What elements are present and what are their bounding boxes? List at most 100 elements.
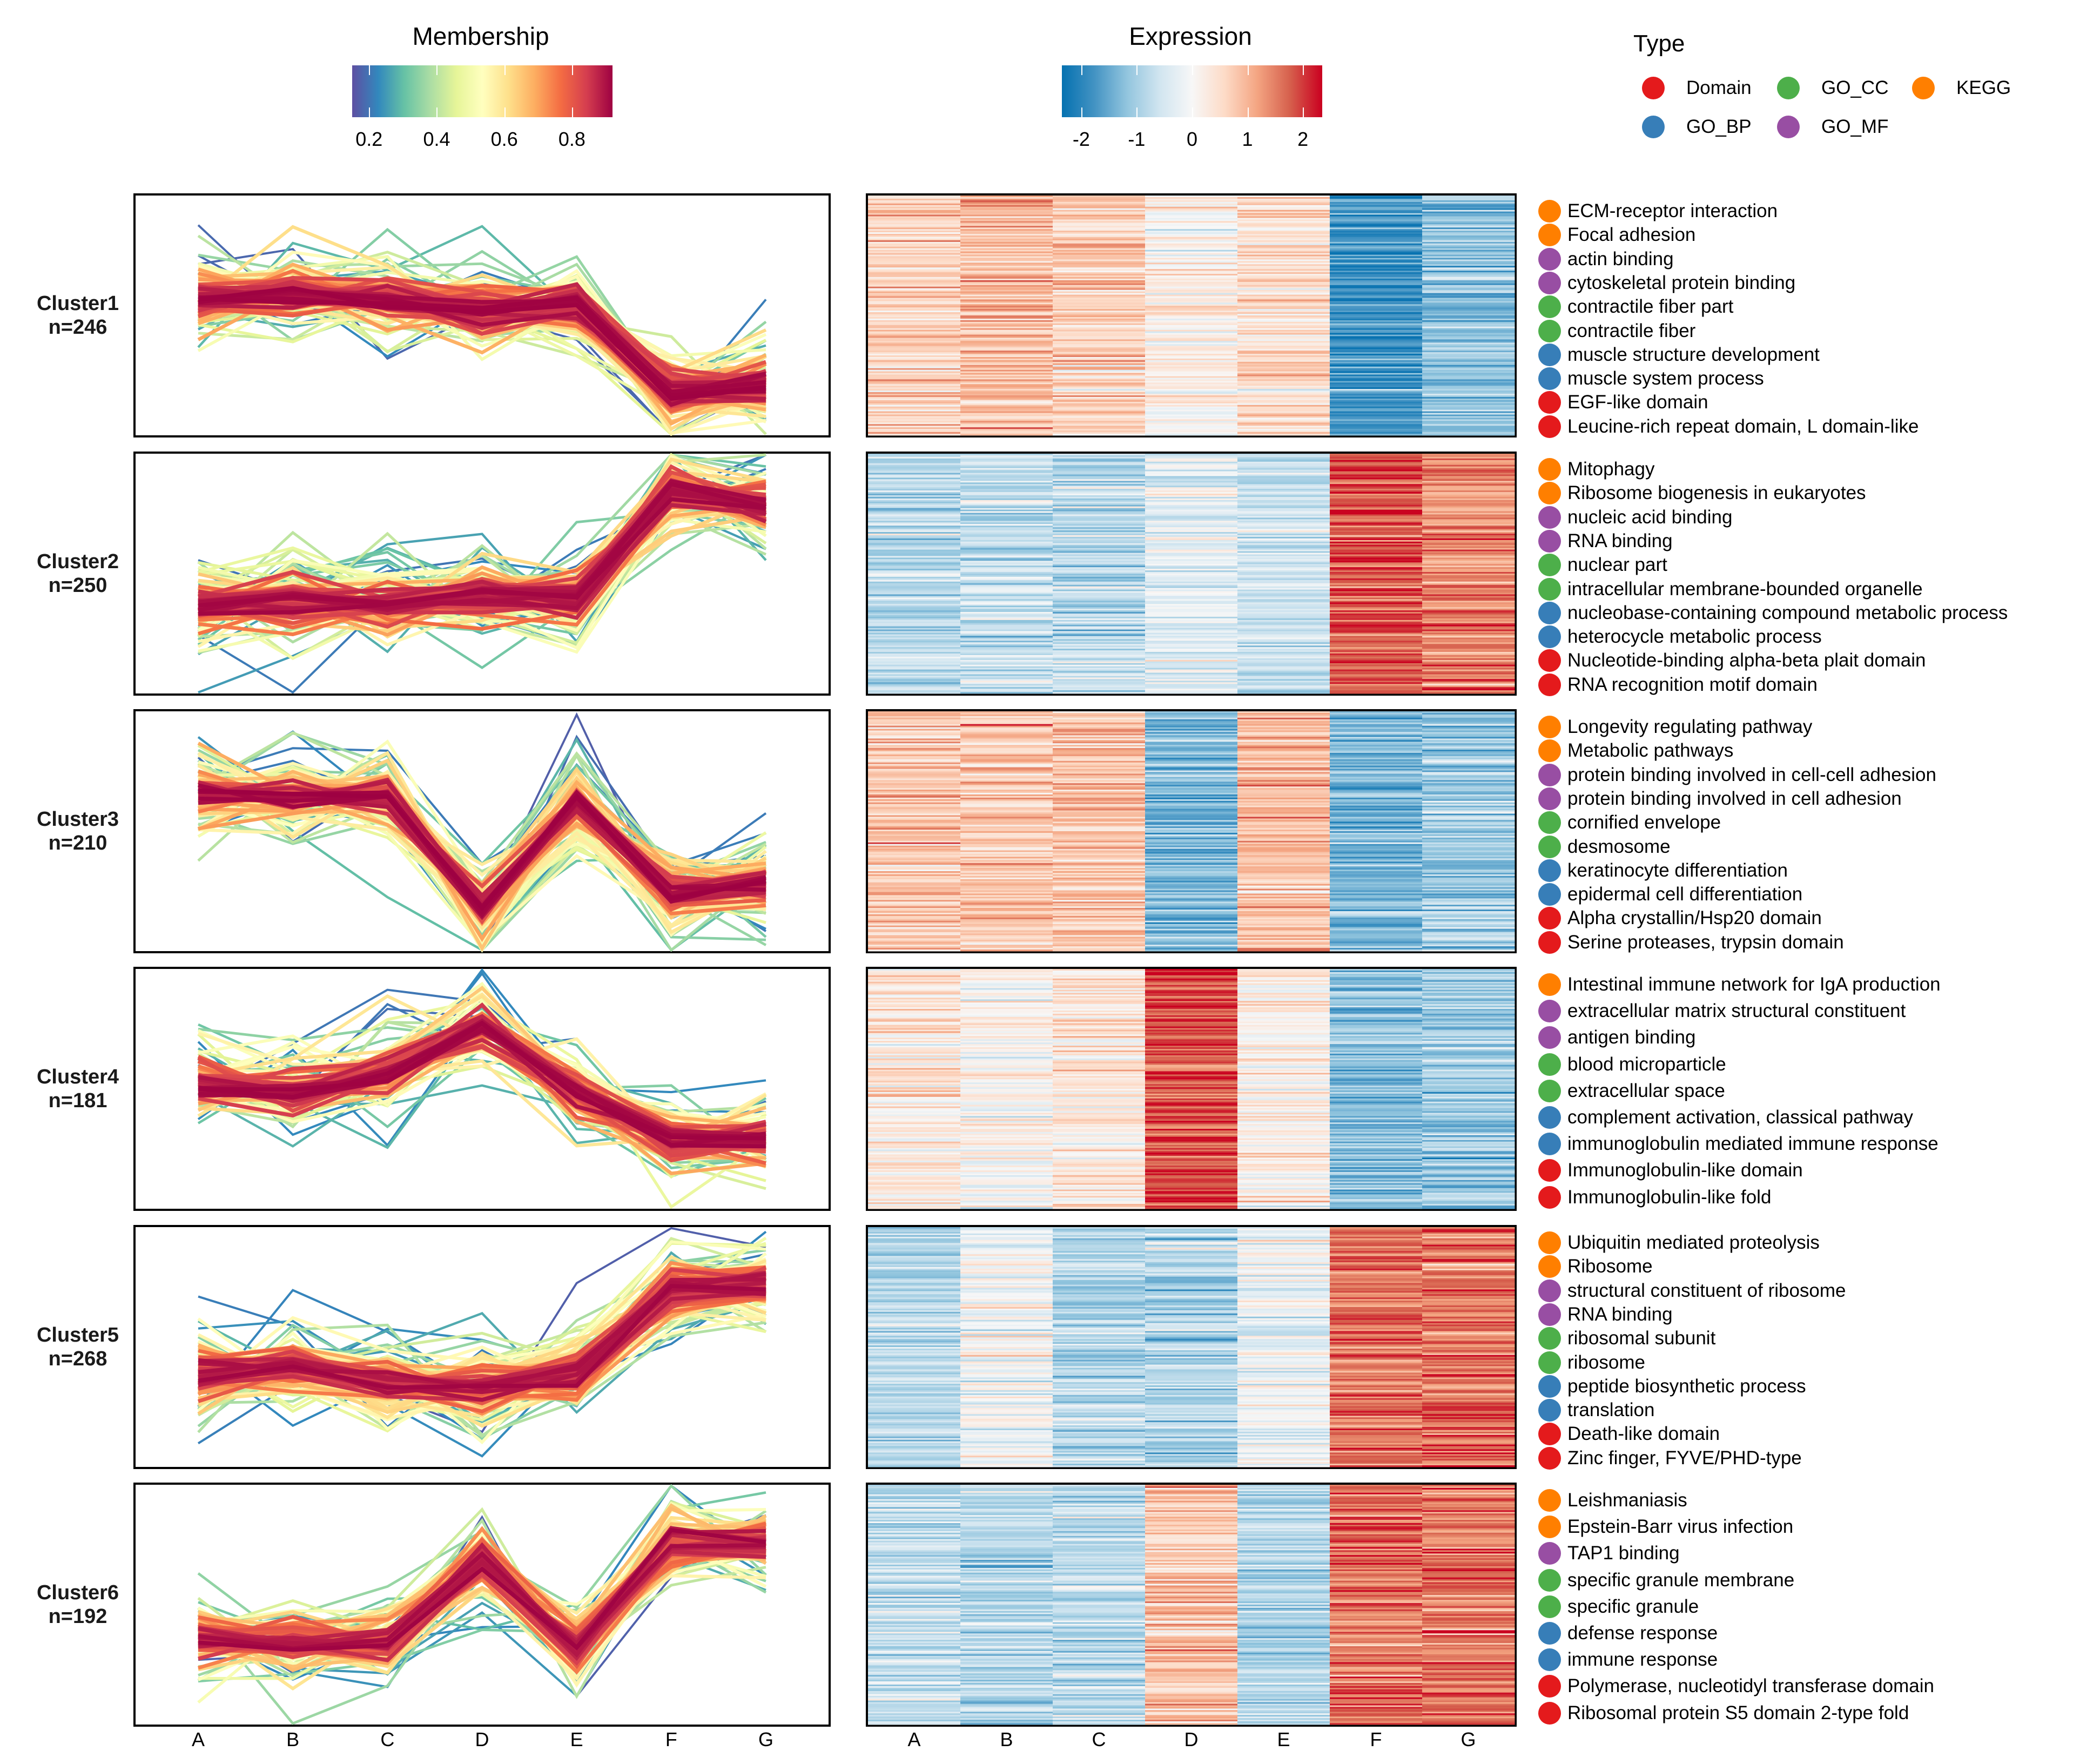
heatmap-cell xyxy=(1053,668,1146,670)
heatmap-cell xyxy=(1422,645,1515,647)
heatmap-cell xyxy=(1053,627,1146,628)
heatmap-cell xyxy=(1237,332,1330,333)
heatmap-cell xyxy=(1330,604,1423,605)
heatmap-cell xyxy=(1237,1092,1330,1094)
cluster-name: Cluster1 xyxy=(13,292,143,315)
heatmap-cell xyxy=(1237,614,1330,615)
heatmap-cell xyxy=(868,417,961,419)
heatmap-cell xyxy=(1145,1151,1238,1153)
heatmap-cell xyxy=(1330,325,1423,327)
heatmap-cell xyxy=(1330,240,1423,242)
heatmap-cell xyxy=(1330,1054,1423,1055)
heatmap-cell xyxy=(1053,508,1146,510)
heatmap-cell xyxy=(1237,232,1330,234)
heatmap-cell xyxy=(1237,785,1330,786)
heatmap-cell xyxy=(960,799,1053,801)
heatmap-cell xyxy=(960,926,1053,927)
heatmap-cell xyxy=(1330,813,1423,815)
heatmap-cell xyxy=(1145,796,1238,798)
heatmap-cell xyxy=(868,801,961,803)
heatmap-cell xyxy=(1053,649,1146,650)
heatmap-cell xyxy=(960,731,1053,732)
heatmap-cell xyxy=(960,476,1053,477)
heatmap-cell xyxy=(1422,841,1515,843)
heatmap-cell xyxy=(1237,1130,1330,1132)
heatmap-cell xyxy=(1237,324,1330,325)
heatmap-cell xyxy=(1330,989,1423,991)
heatmap-cell xyxy=(868,232,961,234)
term-label: immunoglobulin mediated immune response xyxy=(1567,1133,1939,1155)
heatmap-cell xyxy=(1237,1177,1330,1178)
heatmap-cell xyxy=(1422,387,1515,389)
heatmap-cell xyxy=(1145,972,1238,974)
heatmap-cell xyxy=(1053,887,1146,889)
heatmap-cell xyxy=(1145,363,1238,365)
heatmap-cell xyxy=(1145,421,1238,422)
heatmap-cell xyxy=(1053,926,1146,927)
heatmap-cell xyxy=(960,740,1053,742)
heatmap-cell xyxy=(868,609,961,610)
heatmap-cell xyxy=(1330,1087,1423,1089)
heatmap-cell xyxy=(1422,644,1515,645)
heatmap-cell xyxy=(868,750,961,751)
heatmap-cell xyxy=(960,575,1053,577)
heatmap-cell xyxy=(1145,769,1238,771)
heatmap-cell xyxy=(1053,681,1146,682)
heatmap-cell xyxy=(1422,1095,1515,1097)
heatmap-cell xyxy=(1330,339,1423,341)
heatmap-cell xyxy=(1053,1207,1146,1209)
heatmap-cell xyxy=(1422,1007,1515,1009)
heatmap-cell xyxy=(1237,1204,1330,1206)
heatmap-cell xyxy=(868,898,961,900)
heatmap-cell xyxy=(1053,1002,1146,1004)
heatmap-cell xyxy=(1145,402,1238,403)
heatmap-cell xyxy=(1422,1086,1515,1087)
heatmap-cell xyxy=(960,1067,1053,1068)
heatmap-cell xyxy=(1145,1034,1238,1036)
heatmap-cell xyxy=(1053,820,1146,821)
heatmap-cell xyxy=(1053,996,1146,998)
heatmap-cell xyxy=(1145,577,1238,578)
heatmap-cell xyxy=(1330,893,1423,895)
heatmap-cell xyxy=(1053,419,1146,421)
heatmap-cell xyxy=(1237,610,1330,612)
heatmap-cell xyxy=(1330,735,1423,737)
heatmap-cell xyxy=(1422,806,1515,807)
heatmap-cell xyxy=(1422,500,1515,502)
heatmap-cell xyxy=(960,674,1053,676)
heatmap-cell xyxy=(1422,462,1515,463)
heatmap-cell xyxy=(1330,1116,1423,1117)
heatmap-cell xyxy=(960,419,1053,421)
heatmap-cell xyxy=(1422,1002,1515,1004)
heatmap-cell xyxy=(868,1111,961,1113)
heatmap-cell xyxy=(1422,543,1515,545)
heatmap-cell xyxy=(1237,788,1330,790)
heatmap-cell xyxy=(1330,489,1423,490)
heatmap-cell xyxy=(1145,689,1238,690)
heatmap-cell xyxy=(1145,737,1238,738)
heatmap-cell xyxy=(960,601,1053,602)
heatmap-cell xyxy=(1330,633,1423,635)
heatmap-cell xyxy=(1422,524,1515,526)
heatmap-cell xyxy=(1330,245,1423,247)
heatmap-cell xyxy=(1145,881,1238,883)
heatmap-cell xyxy=(1145,889,1238,891)
heatmap-cell xyxy=(1145,723,1238,724)
heatmap-cell xyxy=(1330,567,1423,569)
heatmap-cell xyxy=(1145,622,1238,623)
heatmap-cell xyxy=(1330,607,1423,609)
heatmap-cell xyxy=(1237,738,1330,740)
heatmap-cell xyxy=(1237,1187,1330,1188)
heatmap-cell xyxy=(868,248,961,250)
heatmap-cell xyxy=(1053,988,1146,990)
heatmap-cell xyxy=(1053,1039,1146,1041)
heatmap-cell xyxy=(1330,849,1423,851)
heatmap-cell xyxy=(1422,275,1515,277)
heatmap-cell xyxy=(1422,1129,1515,1130)
heatmap-cell xyxy=(960,1017,1053,1019)
heatmap-cell xyxy=(1145,783,1238,785)
heatmap-cell xyxy=(1145,945,1238,946)
heatmap-cell xyxy=(1145,499,1238,500)
heatmap-cell xyxy=(1422,534,1515,535)
heatmap-cell xyxy=(1145,419,1238,421)
